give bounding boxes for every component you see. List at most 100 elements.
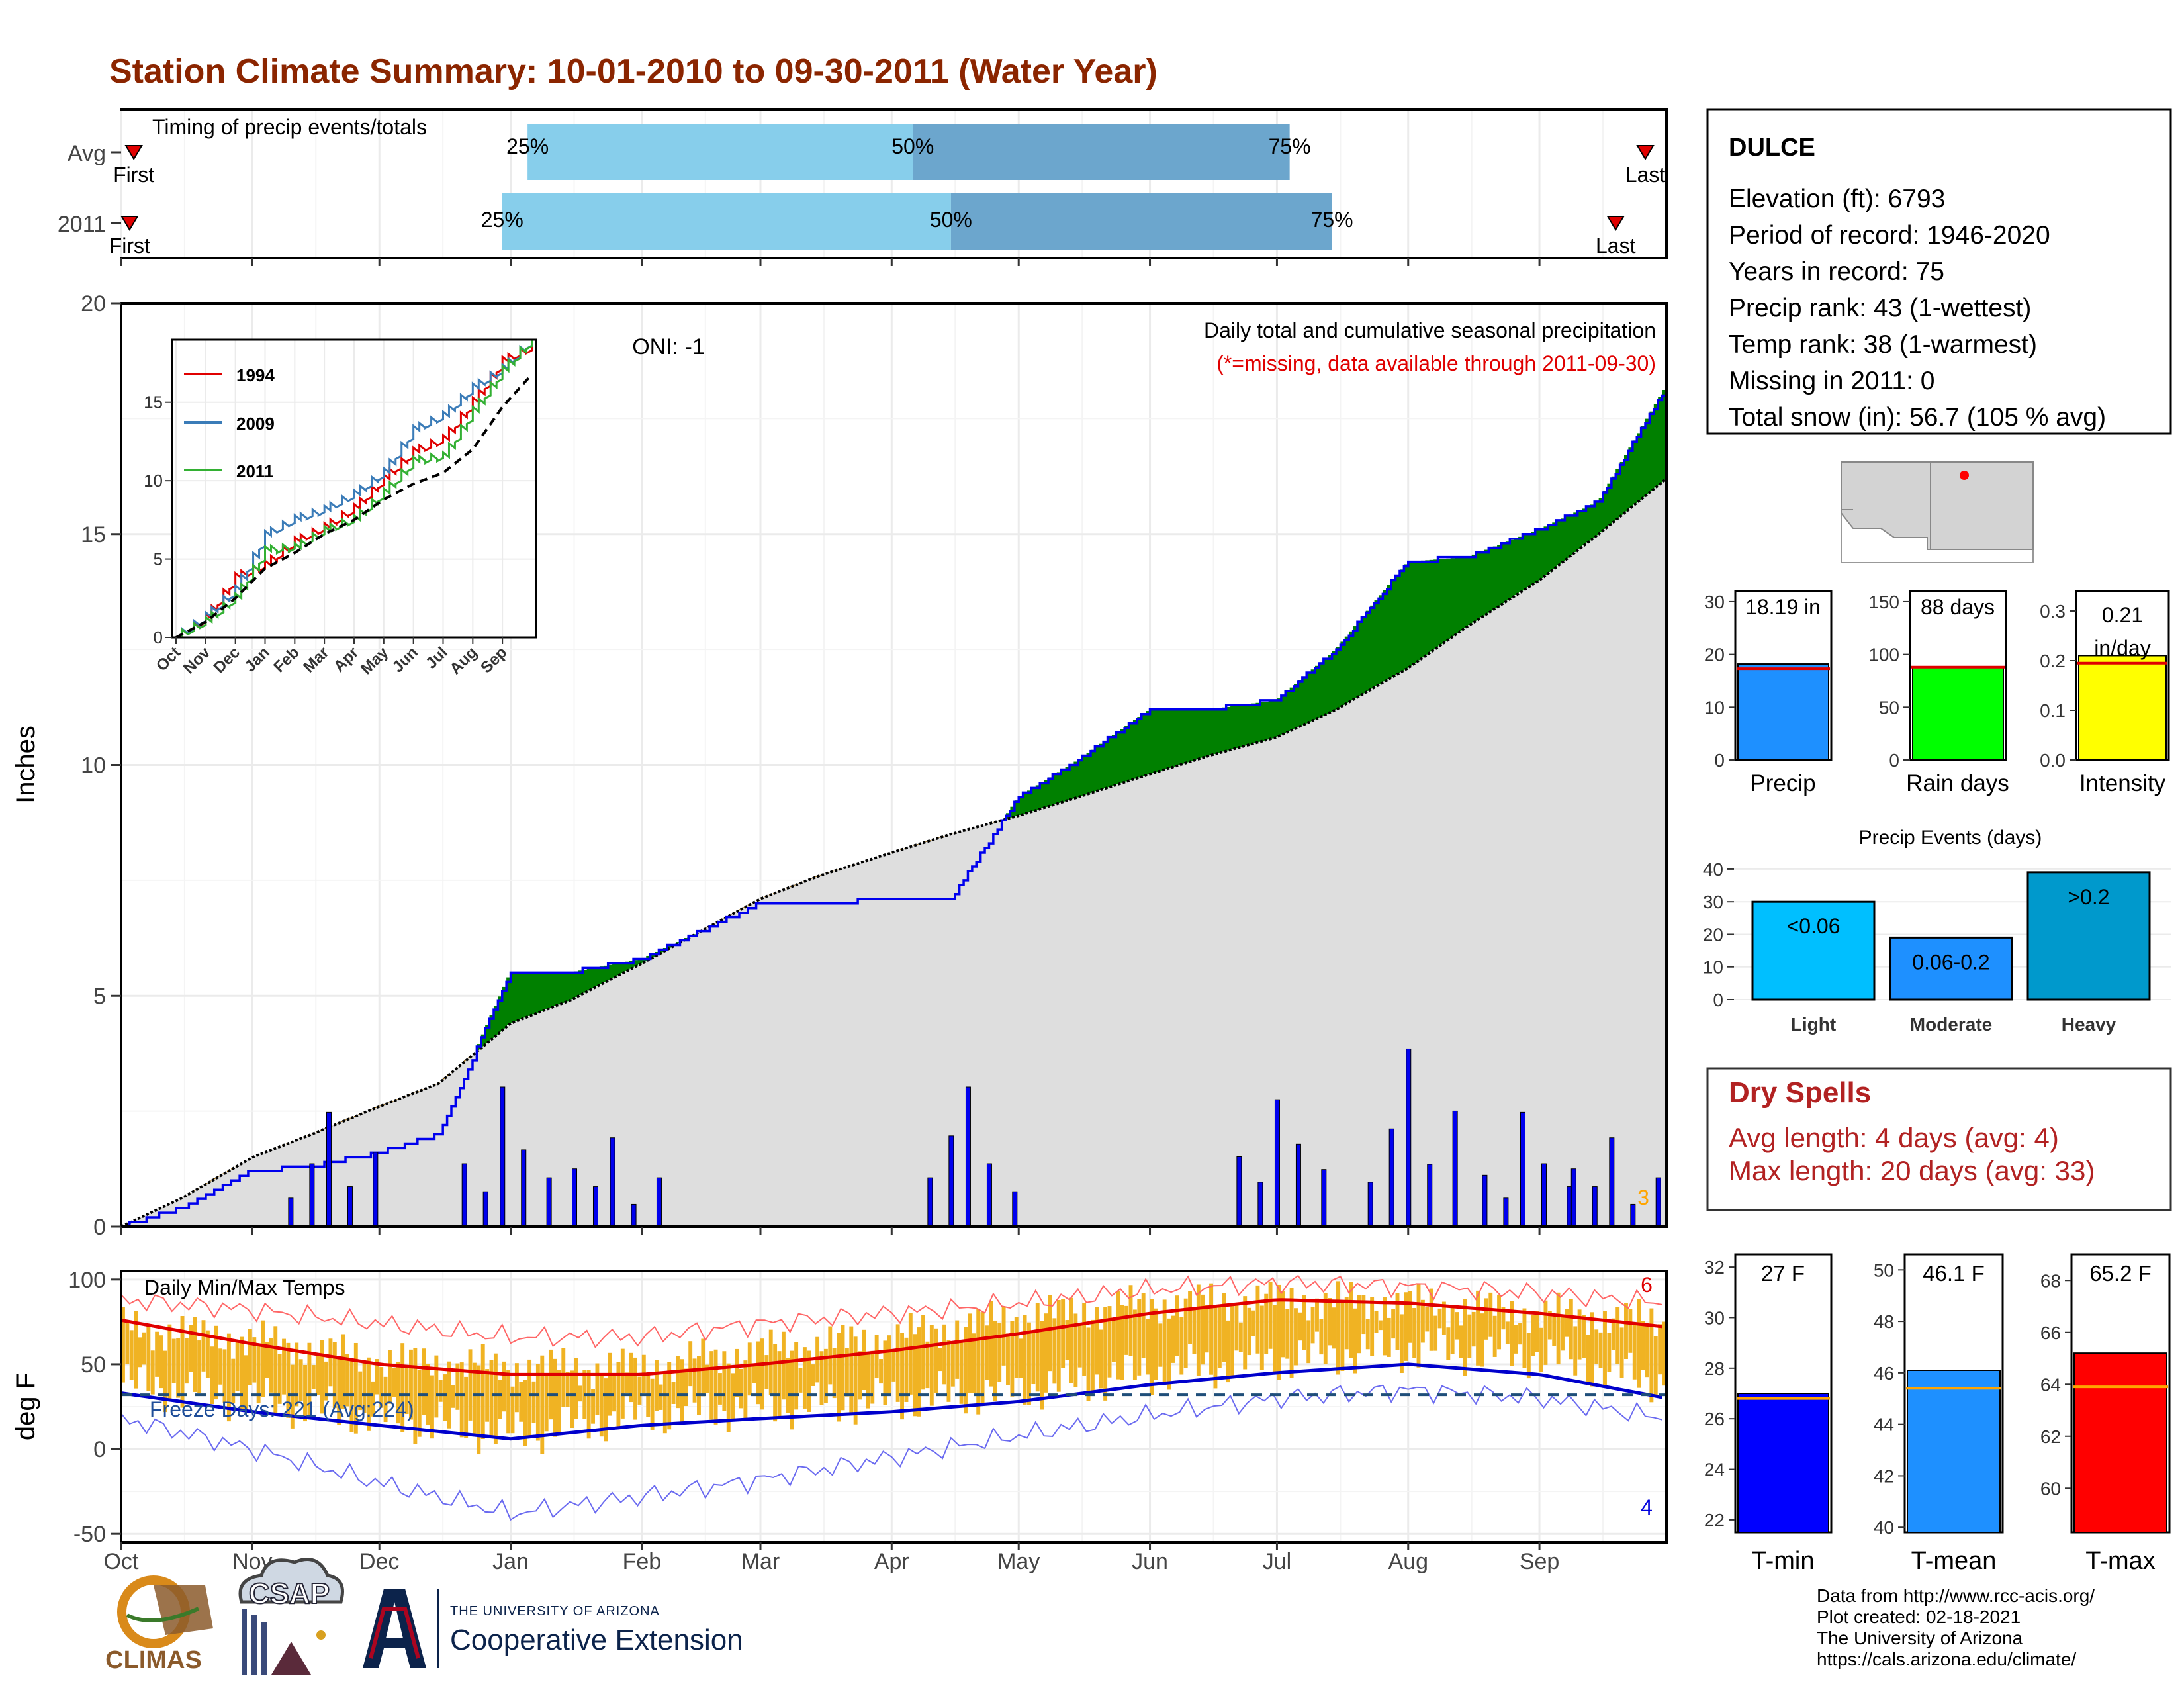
csap-logo[interactable]: CSAP <box>238 1558 344 1675</box>
precip-surplus-area <box>1146 711 1151 775</box>
daily-temp-bar <box>616 1362 621 1430</box>
mb-precip-y-tick-label: 20 <box>1704 645 1725 665</box>
freeze-days: Freeze Days: 221 (Avg:224) <box>150 1397 414 1421</box>
daily-temp-bar <box>819 1351 824 1406</box>
precip-surplus-area <box>1243 704 1248 746</box>
daily-temp-bar <box>150 1350 155 1395</box>
daily-temp-bar <box>697 1356 701 1415</box>
daily-temp-bar <box>396 1362 400 1424</box>
precip-surplus-area <box>1425 560 1430 655</box>
daily-temp-bar <box>1306 1320 1311 1364</box>
daily-temp-bar <box>409 1349 413 1420</box>
precip-surplus-area <box>1319 662 1324 717</box>
daily-temp-bar <box>811 1364 815 1386</box>
precip-surplus-area <box>1522 535 1527 590</box>
precip-surplus-area <box>1040 782 1045 809</box>
daily-temp-bar <box>1441 1301 1446 1335</box>
inset-average-line <box>175 373 533 639</box>
daily-temp-bar <box>578 1385 582 1402</box>
timing-label-75: 75% <box>1311 208 1353 232</box>
tmin-label: T-min <box>1752 1547 1815 1575</box>
precip-surplus-area <box>1162 709 1167 770</box>
timing-bar-avg-25-50 <box>527 124 913 180</box>
daily-temp-bar <box>265 1342 269 1378</box>
daily-temp-bar <box>155 1331 159 1377</box>
daily-temp-bar <box>468 1349 473 1421</box>
daily-temp-bar <box>1319 1319 1324 1355</box>
climas-logo[interactable]: CLIMAS <box>105 1575 213 1674</box>
precip-surplus-area <box>535 972 541 1013</box>
events-y-tick-label: 0 <box>1713 990 1723 1010</box>
daily-precip-bar <box>927 1177 933 1227</box>
daily-temp-bar <box>1137 1299 1142 1376</box>
precip-surplus-area <box>485 1025 490 1043</box>
timing-title: Timing of precip events/totals <box>152 115 427 139</box>
precip-surplus-area <box>519 972 524 1019</box>
timing-label-50: 50% <box>891 134 934 158</box>
daily-temp-bar <box>1183 1298 1188 1368</box>
daily-temp-bar <box>447 1361 451 1429</box>
precip-surplus-area <box>1031 788 1036 812</box>
precip-x-ticks <box>120 1227 1541 1235</box>
daily-temp-bar <box>459 1362 464 1438</box>
daily-temp-bar <box>752 1363 756 1383</box>
inset-y-tick-label: 5 <box>154 549 163 569</box>
daily-temp-bar <box>298 1359 303 1402</box>
precip-surplus-area <box>1637 433 1642 502</box>
daily-temp-bar <box>1035 1303 1040 1392</box>
daily-temp-bar <box>1437 1308 1442 1329</box>
precip-surplus-area <box>1471 554 1477 623</box>
daily-temp-bar <box>629 1352 633 1403</box>
daily-temp-bar <box>823 1348 828 1403</box>
daily-temp-bar <box>1328 1298 1332 1346</box>
events-y-tick-label: 10 <box>1703 957 1723 978</box>
station-name: DULCE <box>1729 134 1815 162</box>
daily-temp-bar <box>358 1371 363 1411</box>
precip-surplus-area <box>1649 411 1655 491</box>
daily-temp-bar <box>1226 1320 1230 1383</box>
daily-precip-bar <box>965 1086 971 1227</box>
daily-temp-bar <box>277 1354 282 1404</box>
daily-temp-bar <box>1446 1327 1451 1360</box>
daily-temp-bar <box>692 1358 697 1403</box>
precip-surplus-area <box>633 960 639 967</box>
university-of-arizona-logo[interactable]: THE UNIVERSITY OF ARIZONA Cooperative Ex… <box>363 1589 743 1668</box>
daily-temp-bar <box>1573 1326 1578 1376</box>
tb-tmax-y-tick-label: 62 <box>2040 1427 2061 1447</box>
timing-x-ticks <box>120 258 1541 266</box>
daily-precip-bar <box>1236 1156 1242 1227</box>
daily-temp-bar <box>925 1341 930 1389</box>
mb-intensity-value-bar <box>2078 655 2167 761</box>
daily-temp-bar <box>1501 1307 1506 1330</box>
daily-precip-bar <box>1520 1111 1525 1227</box>
rain-days-mini-chart: 0 50 100 150 88 days Rain days <box>1868 590 2009 796</box>
precip-y-tick-label: 0 <box>93 1215 106 1240</box>
daily-temp-bar <box>1277 1284 1281 1380</box>
daily-precip-bar <box>521 1149 527 1227</box>
daily-temp-bar <box>1281 1290 1285 1358</box>
mb-precip-y-tick-label: 10 <box>1704 697 1725 718</box>
daily-temp-bar <box>565 1372 570 1407</box>
precip-surplus-area <box>506 977 512 1025</box>
precip-surplus-area <box>1416 561 1422 661</box>
daily-temp-bar <box>1480 1313 1484 1367</box>
temp-y-tick-label: 100 <box>68 1268 106 1293</box>
record-max-line <box>120 1274 1662 1348</box>
precip-surplus-area <box>586 968 592 991</box>
daily-temp-bar <box>625 1372 629 1393</box>
precip-surplus-area <box>1501 543 1506 604</box>
precip-surplus-area <box>1056 772 1062 804</box>
precip-surplus-area <box>1484 549 1490 614</box>
precip-surplus-area <box>578 970 584 996</box>
events-bar-label-moderate: 0.06-0.2 <box>1912 950 1989 974</box>
footer-url: https://cals.arizona.edu/climate/ <box>1817 1649 2076 1669</box>
daily-temp-bar <box>874 1335 879 1379</box>
precip-surplus-area <box>531 972 537 1015</box>
month-label-mar: Mar <box>741 1549 780 1574</box>
ua-logo-main-text: Cooperative Extension <box>450 1624 743 1656</box>
timing-bar-2011-50-75 <box>950 193 1332 250</box>
daily-temp-bar <box>1395 1293 1400 1350</box>
precip-surplus-area <box>1552 522 1557 569</box>
precip-surplus-area <box>523 972 528 1018</box>
mb-intensity-y-tick-label: 0.1 <box>2040 700 2066 721</box>
